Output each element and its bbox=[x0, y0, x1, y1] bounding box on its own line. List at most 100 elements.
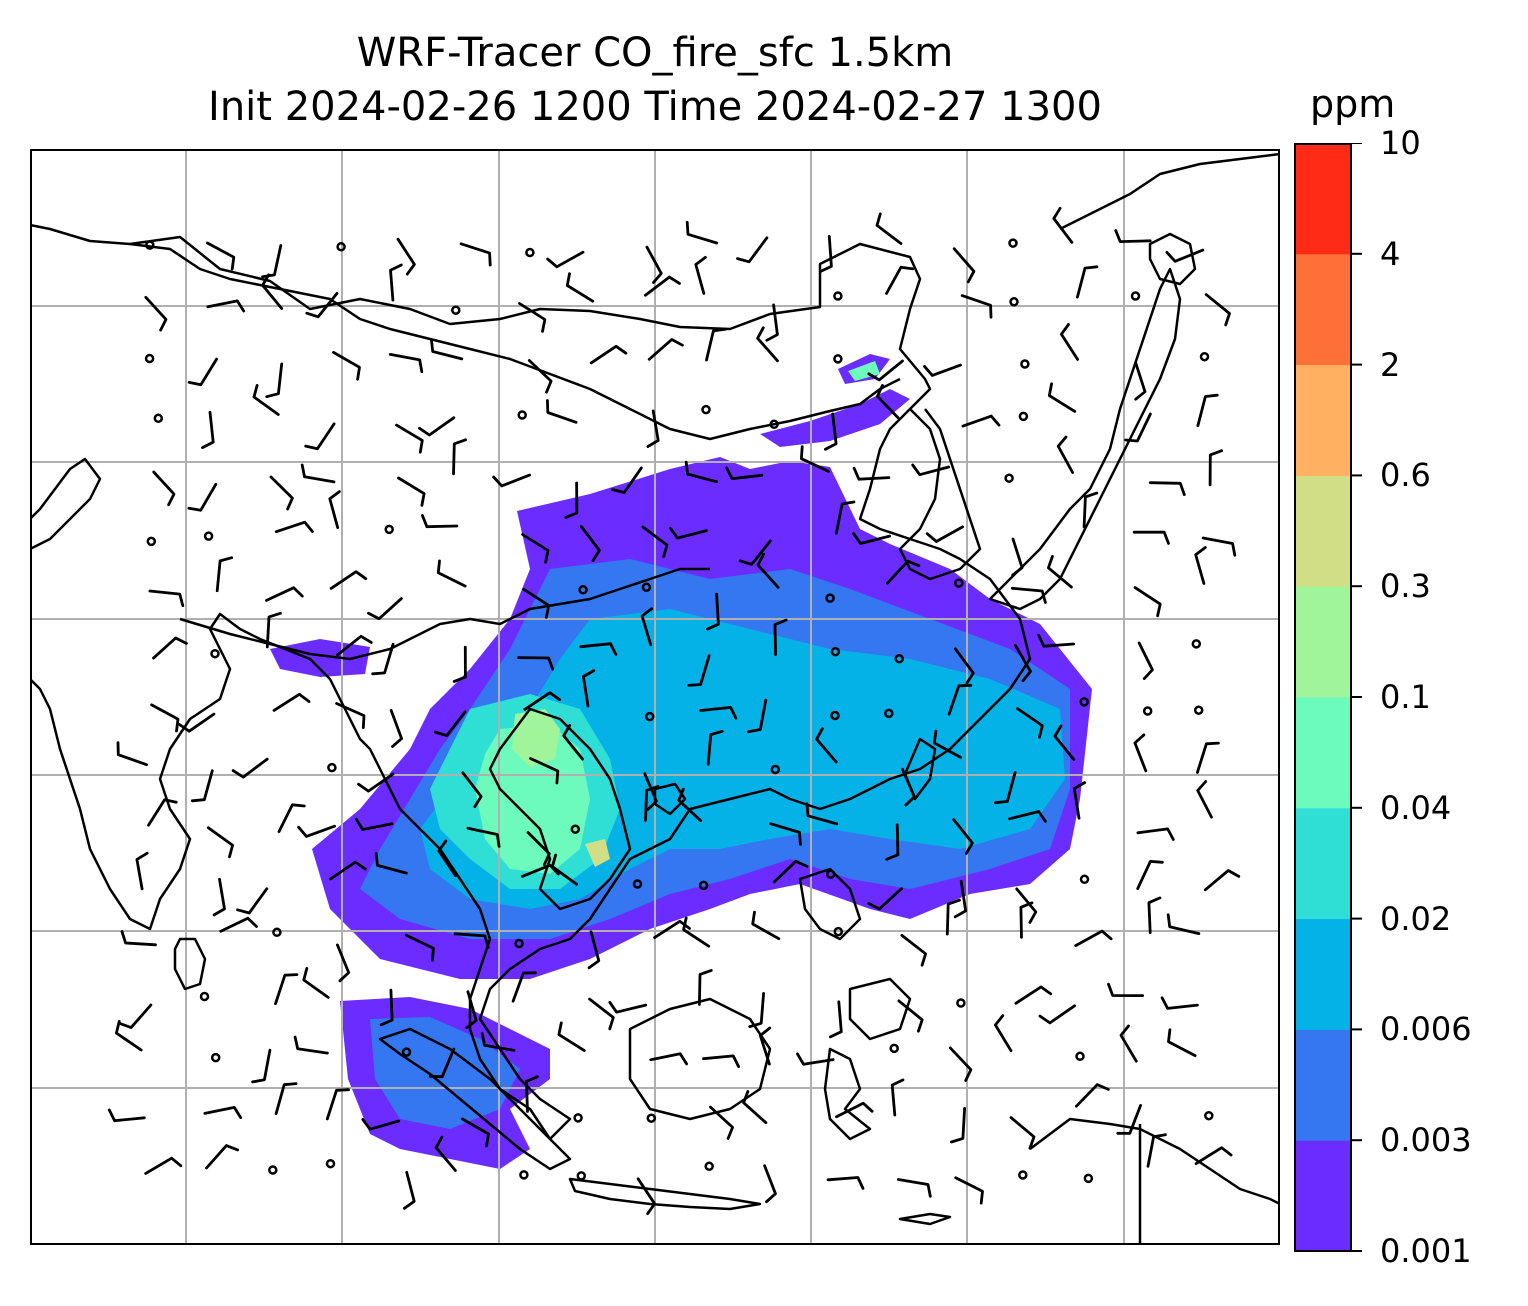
wind-barb bbox=[562, 724, 584, 761]
wind-barb bbox=[725, 466, 764, 480]
colorbar-unit-label: ppm bbox=[1310, 82, 1396, 126]
colorbar bbox=[1294, 143, 1362, 1252]
wind-barb bbox=[354, 817, 394, 831]
wind-barb bbox=[526, 831, 551, 866]
wind-barb bbox=[522, 587, 551, 619]
wind-barb bbox=[374, 852, 408, 875]
coastlines-and-borders bbox=[30, 152, 1280, 1245]
wind-barb bbox=[1203, 869, 1241, 892]
wind-barb bbox=[765, 303, 779, 342]
wind-barb bbox=[885, 823, 900, 861]
plume-higher-core bbox=[475, 724, 590, 874]
calm-wind-marker bbox=[704, 1161, 714, 1172]
calm-wind-marker bbox=[517, 410, 527, 420]
wind-barb bbox=[148, 589, 185, 608]
wind-barb bbox=[219, 916, 258, 933]
wind-barb bbox=[875, 212, 903, 245]
wind-barb bbox=[1201, 536, 1237, 557]
wind-barb bbox=[1060, 323, 1079, 361]
wind-barb bbox=[829, 1000, 843, 1039]
wind-barb bbox=[480, 1032, 516, 1052]
calm-wind-marker bbox=[384, 524, 394, 535]
calm-wind-marker bbox=[268, 1165, 278, 1175]
wind-barb bbox=[293, 1035, 329, 1055]
wind-barb bbox=[118, 1003, 153, 1029]
wind-barb bbox=[329, 570, 368, 590]
wind-barb bbox=[952, 247, 976, 284]
wind-barb bbox=[1047, 382, 1077, 413]
wind-barb bbox=[1114, 229, 1152, 243]
wind-barb bbox=[1136, 827, 1175, 841]
wind-barb bbox=[994, 1014, 1013, 1053]
wind-barb bbox=[201, 410, 215, 449]
wind-barb bbox=[1137, 641, 1154, 680]
colorbar-segment bbox=[1295, 697, 1351, 809]
wind-barb bbox=[397, 476, 426, 507]
wind-barb bbox=[418, 416, 456, 437]
wind-barb bbox=[367, 597, 403, 621]
wind-barb bbox=[641, 525, 669, 558]
wind-barb bbox=[1167, 1028, 1197, 1057]
wind-barb bbox=[826, 1176, 865, 1190]
wind-barb bbox=[1053, 724, 1076, 761]
wind-barb bbox=[1146, 1133, 1167, 1168]
wind-barb bbox=[150, 703, 180, 733]
wind-barb bbox=[332, 351, 361, 381]
calm-wind-marker bbox=[641, 582, 652, 593]
wind-barb bbox=[1076, 265, 1099, 299]
wind-barb bbox=[252, 384, 280, 416]
colorbar-tick-label: 10 bbox=[1380, 124, 1421, 162]
wind-barb bbox=[190, 769, 214, 803]
wind-barb bbox=[328, 490, 341, 529]
wind-barb bbox=[608, 1000, 648, 1014]
wind-barb bbox=[867, 887, 903, 911]
wind-barb bbox=[1072, 781, 1087, 820]
wind-barb bbox=[152, 636, 188, 660]
wind-barb bbox=[1016, 707, 1044, 739]
wind-barb bbox=[1015, 887, 1038, 924]
calm-wind-marker bbox=[632, 879, 643, 889]
wind-barb bbox=[430, 338, 464, 361]
wind-barb bbox=[640, 607, 653, 647]
wind-barb bbox=[215, 556, 234, 593]
calm-wind-marker bbox=[825, 869, 836, 879]
wind-barb bbox=[459, 242, 492, 267]
wind-barb bbox=[302, 967, 330, 999]
colorbar-segment bbox=[1295, 253, 1351, 366]
wind-barb bbox=[738, 539, 772, 566]
wind-barb bbox=[525, 1075, 539, 1113]
wind-barb bbox=[336, 634, 373, 657]
wind-barb bbox=[1009, 1116, 1036, 1150]
wind-barb bbox=[115, 1020, 143, 1052]
wind-barb bbox=[694, 255, 707, 295]
wind-barb bbox=[649, 1052, 688, 1066]
wind-barb bbox=[1119, 1024, 1138, 1063]
wind-barb bbox=[885, 265, 915, 295]
wind-barb bbox=[1194, 1146, 1233, 1165]
wind-barb bbox=[152, 470, 176, 507]
wind-barb bbox=[684, 460, 718, 484]
colorbar-tick-label: 0.001 bbox=[1380, 1232, 1472, 1270]
calm-wind-marker bbox=[644, 711, 655, 722]
border-tibet-himalaya bbox=[179, 567, 710, 661]
wind-barb bbox=[772, 859, 809, 884]
calm-wind-marker bbox=[1018, 411, 1029, 422]
wind-barb bbox=[897, 999, 924, 1033]
wind-barb bbox=[546, 250, 585, 269]
wind-barb bbox=[579, 525, 601, 562]
wind-barb bbox=[546, 399, 578, 424]
wind-barb bbox=[265, 586, 304, 602]
wind-barb bbox=[645, 245, 663, 284]
wind-barb bbox=[107, 1108, 146, 1123]
wind-barb bbox=[300, 463, 336, 484]
wind-barb bbox=[709, 1105, 734, 1140]
calm-wind-marker bbox=[210, 1052, 221, 1063]
wind-barb bbox=[1010, 586, 1047, 604]
wind-barb bbox=[945, 898, 961, 936]
calm-wind-marker bbox=[199, 991, 210, 1002]
calm-wind-marker bbox=[889, 1043, 899, 1054]
calm-wind-marker bbox=[646, 1113, 657, 1123]
wind-barb bbox=[465, 990, 478, 1030]
coastline-korea bbox=[898, 408, 982, 581]
coastline-borneo bbox=[628, 997, 772, 1121]
